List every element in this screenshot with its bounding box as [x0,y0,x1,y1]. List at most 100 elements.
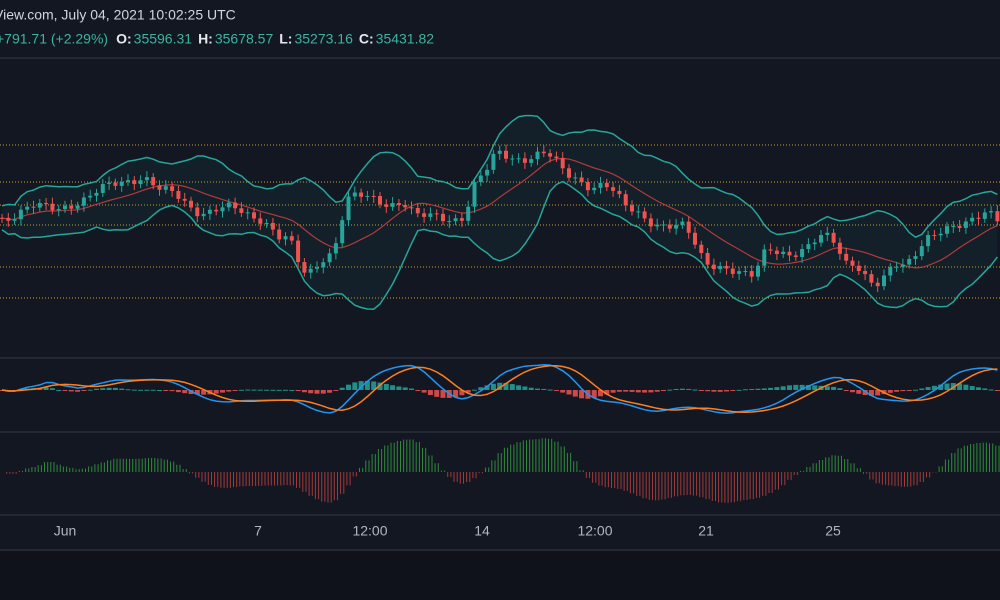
candle [296,240,301,263]
upper-band [1,114,998,239]
candle [359,192,364,197]
candle [107,182,112,184]
macd-bar [346,384,351,390]
candle [781,251,786,255]
candle [510,158,515,160]
candle [573,177,578,179]
x-axis-label: 14 [474,523,490,539]
candle [919,246,924,257]
candle [882,275,886,287]
candle [315,267,319,269]
macd-bar [301,390,307,393]
candle [963,221,968,228]
candle [333,243,338,254]
candle [447,221,452,223]
macd-bar [862,390,868,396]
candle [957,225,962,228]
macd-bar [516,385,522,390]
macd-bar [377,382,383,390]
candle [951,225,956,227]
candle [163,186,168,190]
candle [81,197,86,206]
candle [371,195,376,197]
candle [554,156,559,159]
macd-bar [490,383,496,390]
ohlc-label: C: [359,31,374,47]
candle [485,169,490,176]
macd-bar [957,383,963,390]
candle [182,198,187,201]
macd-bar [805,385,811,390]
candle [31,206,36,208]
chart-layers [0,114,1000,503]
macd-bar [988,389,994,391]
candle [396,203,401,205]
candle [434,213,439,215]
macd-bar [276,389,282,391]
macd-bar [812,385,818,390]
macd-bar [976,387,981,390]
footer [0,551,1000,600]
macd-bar [850,390,855,393]
ohlc-value: 35273.16 [294,31,353,47]
macd-bar [150,389,156,391]
candle [825,232,830,236]
candle [875,282,880,287]
macd-bar [528,387,534,390]
macd-bar [327,390,333,393]
candle [516,158,521,160]
macd-bar [371,381,377,390]
candle [144,177,149,181]
macd-bar [352,382,358,390]
candle [630,205,634,212]
candle [812,242,817,245]
candle [529,159,534,163]
macd-bar [270,389,276,391]
macd-bar [579,390,585,399]
candle [189,200,193,208]
candle [302,262,307,273]
candle [245,212,250,214]
candle [844,253,849,261]
macd-bar [963,384,969,390]
candle [787,251,792,256]
x-axis-label: 25 [825,523,841,539]
macd-bar [484,385,490,390]
macd-bar [106,387,112,390]
macd-bar [535,388,540,390]
macd-bar [131,389,137,391]
macd-bar [906,390,912,391]
candle [686,221,691,233]
x-axis: Jun 7 12:00 14 12:00 21 25 [54,523,841,539]
macd-bar [730,390,736,391]
macd-bar [264,389,270,391]
candle [214,209,219,212]
candle [233,202,238,209]
macd-bar [87,389,93,391]
candle [850,260,855,266]
candle [0,217,4,219]
macd-bar [201,390,207,395]
x-axis-label: 7 [254,523,262,539]
macd-bar [188,390,194,395]
candle [277,229,282,240]
macd-bar [478,387,484,390]
x-axis-label: 12:00 [352,523,387,539]
macd-bar [661,390,666,391]
candle [661,224,666,226]
macd-bar [572,390,578,397]
macd-bar [799,384,805,390]
macd-bar [396,386,402,390]
macd-bar [427,390,433,396]
macd-bar [320,390,326,394]
macd-bar [742,389,748,391]
candle [390,203,395,207]
candle [819,235,823,243]
candle [800,249,805,257]
candle [648,218,653,227]
macd-bar [213,390,219,394]
candle [623,194,628,206]
candle [604,182,609,188]
candle [88,195,93,198]
candle [768,249,773,251]
